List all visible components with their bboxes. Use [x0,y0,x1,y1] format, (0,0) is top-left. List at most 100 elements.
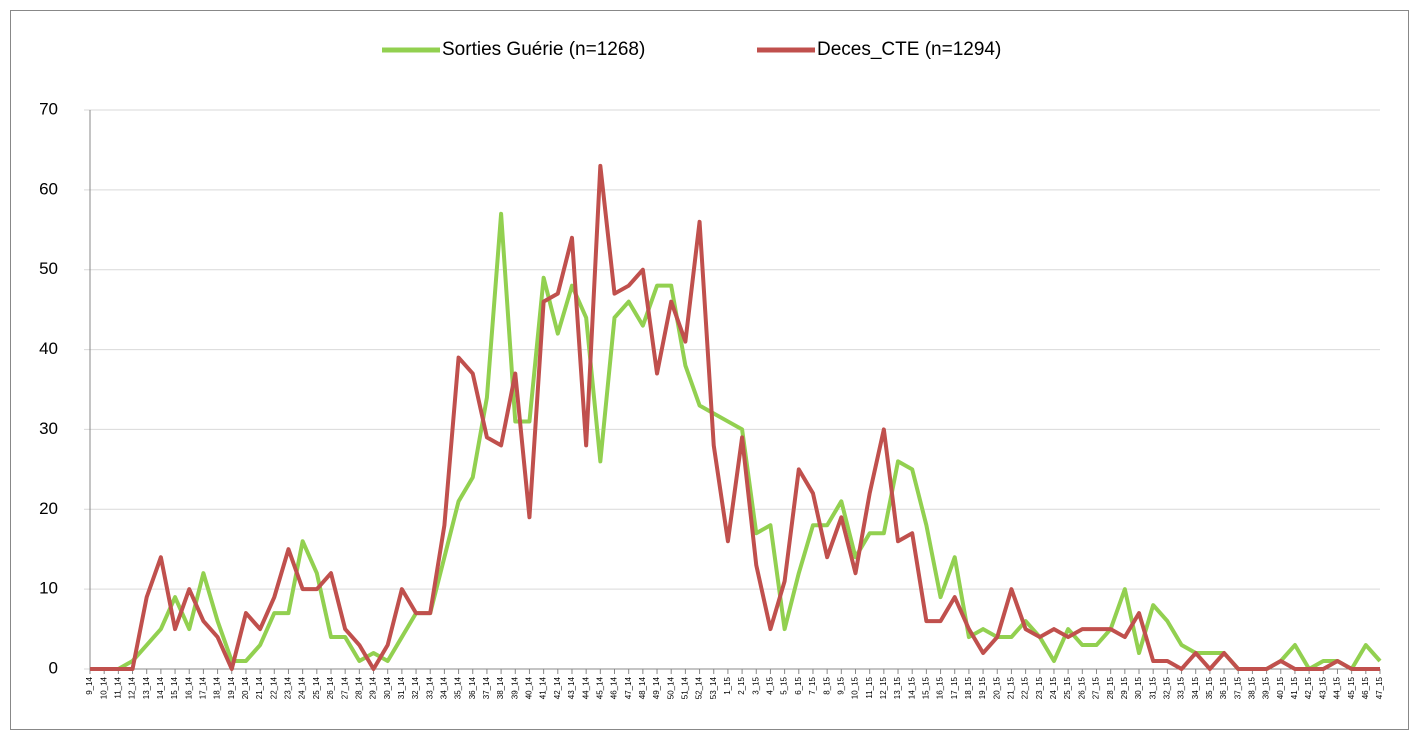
x-tick-label: 26_15 [1077,676,1086,699]
x-tick-label: 11_14 [113,676,122,698]
x-tick-label: 53_14 [709,676,718,699]
x-tick-label: 44_15 [1333,676,1342,699]
x-tick-label: 4_15 [766,676,775,694]
x-tick-label: 24_14 [298,676,307,699]
x-tick-label: 31_15 [1148,676,1157,699]
y-tick-label: 60 [39,179,58,198]
x-tick-label: 13_15 [893,676,902,699]
x-tick-label: 46_15 [1361,676,1370,699]
legend-label: Sorties Guérie (n=1268) [442,39,645,60]
x-tick-label: 45_14 [595,676,604,699]
x-tick-label: 25_14 [312,676,321,699]
x-tick-label: 5_15 [780,676,789,694]
x-tick-label: 39_14 [510,676,519,699]
x-tick-label: 16_14 [184,676,193,699]
x-tick-label: 38_14 [496,676,505,699]
x-tick-label: 42_14 [553,676,562,699]
x-tick-label: 46_14 [610,676,619,699]
x-tick-label: 10_15 [851,676,860,699]
y-tick-label: 70 [39,99,58,118]
x-tick-label: 47_14 [624,676,633,699]
x-tick-label: 34_14 [440,676,449,699]
x-tick-label: 14_15 [907,676,916,699]
x-tick-label: 51_14 [680,676,689,699]
x-tick-label: 27_15 [1092,676,1101,699]
x-tick-label: 43_15 [1318,676,1327,699]
y-tick-label: 40 [39,339,58,358]
x-tick-label: 21_15 [1007,676,1016,699]
x-tick-label: 40_14 [525,676,534,699]
x-tick-label: 35_15 [1205,676,1214,699]
x-tick-label: 36_15 [1219,676,1228,699]
x-tick-label: 25_15 [1063,676,1072,699]
x-tick-label: 18_15 [964,676,973,699]
x-tick-label: 1_15 [723,676,732,694]
legend-label: Deces_CTE (n=1294) [817,39,1001,60]
x-tick-label: 47_15 [1375,676,1384,699]
x-tick-label: 37_15 [1233,676,1242,699]
x-tick-label: 41_14 [539,676,548,699]
x-tick-label: 29_15 [1120,676,1129,699]
x-tick-label: 41_15 [1290,676,1299,699]
x-tick-label: 26_14 [326,676,335,699]
y-tick-label: 0 [49,658,58,677]
x-tick-label: 34_15 [1191,676,1200,699]
x-tick-label: 28_15 [1106,676,1115,699]
x-tick-label: 29_14 [369,676,378,699]
x-tick-label: 10_14 [99,676,108,699]
x-tick-label: 8_15 [822,676,831,694]
y-tick-label: 10 [39,579,58,598]
x-tick-label: 30_15 [1134,676,1143,699]
x-tick-label: 2_15 [737,676,746,694]
x-tick-label: 38_15 [1248,676,1257,699]
x-tick-label: 31_14 [397,676,406,699]
y-tick-label: 30 [39,419,58,438]
x-tick-label: 3_15 [751,676,760,694]
x-tick-label: 18_14 [213,676,222,699]
x-tick-label: 19_14 [227,676,236,699]
y-tick-label: 50 [39,259,58,278]
x-tick-label: 24_15 [1049,676,1058,699]
x-tick-label: 16_15 [936,676,945,699]
x-tick-label: 35_14 [454,676,463,699]
x-tick-label: 44_14 [581,676,590,699]
x-tick-label: 23_14 [284,676,293,699]
x-tick-label: 42_15 [1304,676,1313,699]
x-tick-label: 48_14 [638,676,647,699]
x-tick-label: 12_14 [128,676,137,699]
x-tick-label: 32_14 [411,676,420,699]
x-tick-label: 49_14 [652,676,661,699]
x-tick-label: 14_14 [156,676,165,699]
x-tick-label: 9_15 [836,676,845,694]
x-tick-label: 40_15 [1276,676,1285,699]
x-tick-label: 52_14 [695,676,704,699]
x-tick-label: 36_14 [468,676,477,699]
x-tick-label: 21_14 [255,676,264,699]
x-tick-label: 17_14 [199,676,208,699]
x-tick-label: 7_15 [808,676,817,694]
x-tick-label: 33_15 [1177,676,1186,699]
x-tick-label: 20_15 [992,676,1001,699]
x-tick-label: 20_14 [241,676,250,699]
x-tick-label: 19_15 [978,676,987,699]
series-line [90,211,1382,671]
x-tick-label: 12_15 [879,676,888,699]
series-line [90,163,1380,671]
x-tick-label: 39_15 [1262,676,1271,699]
x-tick-label: 32_15 [1162,676,1171,699]
x-tick-label: 45_15 [1347,676,1356,699]
x-tick-label: 27_14 [340,676,349,699]
x-tick-label: 9_14 [85,676,94,694]
x-tick-label: 22_14 [269,676,278,699]
x-tick-label: 6_15 [794,676,803,694]
x-tick-label: 13_14 [142,676,151,699]
x-tick-label: 22_15 [1021,676,1030,699]
x-tick-label: 30_14 [383,676,392,699]
x-tick-label: 43_14 [567,676,576,699]
y-tick-label: 20 [39,499,58,518]
x-tick-label: 37_14 [482,676,491,699]
x-tick-label: 28_14 [354,676,363,699]
x-tick-label: 15_14 [170,676,179,699]
x-tick-label: 17_15 [950,676,959,699]
